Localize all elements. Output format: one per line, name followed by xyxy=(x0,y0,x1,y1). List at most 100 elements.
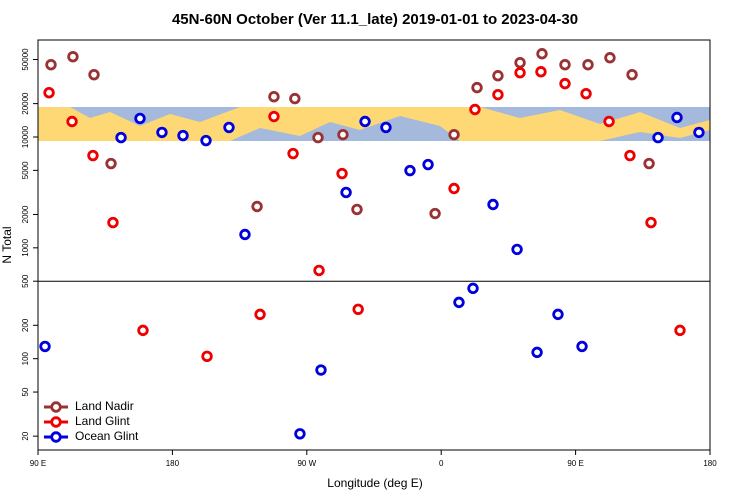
legend-marker xyxy=(50,431,62,443)
point xyxy=(39,340,51,353)
point xyxy=(289,92,301,105)
point xyxy=(536,48,548,60)
point xyxy=(671,111,683,124)
plot-frame xyxy=(37,39,711,451)
point xyxy=(422,158,434,171)
point xyxy=(239,228,251,241)
point xyxy=(43,86,55,99)
point xyxy=(268,110,280,123)
point xyxy=(380,121,392,134)
point xyxy=(448,128,460,141)
point xyxy=(156,126,168,139)
point xyxy=(337,128,349,141)
y-tick-label: 200 xyxy=(21,318,30,332)
x-tick-label: 90 W xyxy=(297,459,316,468)
point xyxy=(201,350,213,363)
point xyxy=(531,346,543,359)
point xyxy=(582,58,594,71)
y-tick-label: 100 xyxy=(21,351,30,365)
point xyxy=(645,216,657,229)
legend-label: Land Glint xyxy=(75,414,130,428)
y-axis-label: N Total xyxy=(0,226,14,263)
point xyxy=(453,296,465,309)
point xyxy=(115,131,127,144)
legend-item: Ocean Glint xyxy=(44,429,139,443)
x-tick-label: 180 xyxy=(703,459,717,468)
point xyxy=(268,90,280,103)
point xyxy=(251,200,263,213)
point xyxy=(693,126,705,139)
x-tick-label: 180 xyxy=(166,459,180,468)
legend-item: Land Nadir xyxy=(44,399,134,413)
point xyxy=(312,131,324,144)
point xyxy=(559,77,571,90)
y-tick-label: 500 xyxy=(21,274,30,288)
point xyxy=(652,131,664,144)
point xyxy=(674,324,686,337)
chart-title: 45N-60N October (Ver 11.1_late) 2019-01-… xyxy=(172,11,578,28)
point xyxy=(643,157,655,170)
legend-label: Land Nadir xyxy=(75,399,134,413)
map-band xyxy=(38,107,710,141)
y-tick-label: 50 xyxy=(21,387,30,396)
point xyxy=(66,115,78,128)
point xyxy=(294,428,306,440)
y-tick-label: 2000 xyxy=(21,205,30,223)
point xyxy=(604,52,616,64)
y-tick-label: 5000 xyxy=(21,161,30,179)
point xyxy=(87,149,99,162)
legend-marker xyxy=(50,401,62,413)
point xyxy=(429,207,441,220)
point xyxy=(88,68,100,81)
point xyxy=(603,115,615,128)
point xyxy=(552,308,564,321)
point xyxy=(448,182,460,195)
point xyxy=(359,115,371,128)
point xyxy=(580,87,592,100)
point xyxy=(340,186,352,199)
point xyxy=(45,58,57,71)
y-tick-label: 1000 xyxy=(21,238,30,256)
point xyxy=(576,340,588,353)
point xyxy=(559,58,571,71)
point xyxy=(105,157,117,170)
point xyxy=(351,203,363,216)
x-tick-label: 0 xyxy=(439,459,444,468)
point xyxy=(511,243,523,256)
point xyxy=(514,67,526,79)
point xyxy=(467,282,479,295)
point xyxy=(200,134,212,147)
y-tick-label: 10000 xyxy=(21,125,30,148)
point xyxy=(313,264,325,277)
point xyxy=(352,303,364,315)
point xyxy=(535,66,547,78)
point xyxy=(254,308,266,321)
point xyxy=(471,81,483,94)
y-tick-label: 20000 xyxy=(21,92,30,115)
point xyxy=(223,121,235,134)
point xyxy=(626,68,638,81)
point xyxy=(492,88,504,101)
legend-item: Land Glint xyxy=(44,414,130,428)
legend-marker xyxy=(50,416,62,428)
y-tick-label: 50000 xyxy=(21,48,30,71)
point xyxy=(624,149,636,162)
legend-label: Ocean Glint xyxy=(75,429,139,443)
point xyxy=(487,198,499,211)
x-tick-label: 90 E xyxy=(567,459,583,468)
point xyxy=(67,51,79,63)
point xyxy=(404,164,416,177)
x-tick-label: 90 E xyxy=(30,459,46,468)
point xyxy=(287,147,299,160)
point xyxy=(137,324,149,337)
x-axis-label: Longitude (deg E) xyxy=(327,476,422,490)
point xyxy=(336,167,348,180)
point xyxy=(469,103,481,116)
point xyxy=(492,70,504,82)
point xyxy=(514,57,526,69)
point xyxy=(315,364,327,376)
point xyxy=(177,129,189,142)
point xyxy=(107,216,119,229)
y-tick-label: 20 xyxy=(21,431,30,440)
point xyxy=(134,112,146,125)
